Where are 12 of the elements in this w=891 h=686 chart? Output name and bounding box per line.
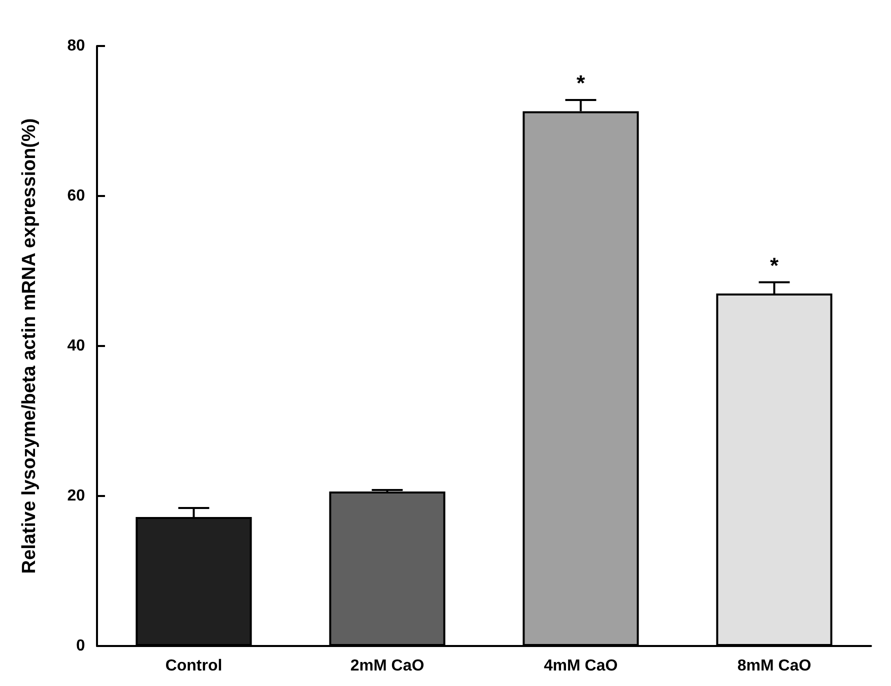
y-tick-label: 20 — [67, 488, 86, 504]
x-tick-label: 4mM CaO — [544, 658, 618, 674]
y-tick-label: 0 — [76, 638, 86, 654]
x-tick-label: 8mM CaO — [737, 658, 812, 674]
x-tick-label: Control — [165, 658, 222, 674]
annotation: * — [576, 70, 586, 96]
y-axis-title: Relative lysozyme/beta actin mRNA expression(%) — [19, 118, 40, 574]
annotation: * — [770, 252, 779, 278]
y-tick-label: 60 — [67, 188, 86, 204]
y-tick-label: 40 — [67, 338, 86, 354]
y-tick-label: 80 — [67, 38, 86, 54]
x-tick-label: 2mM CaO — [350, 658, 424, 674]
